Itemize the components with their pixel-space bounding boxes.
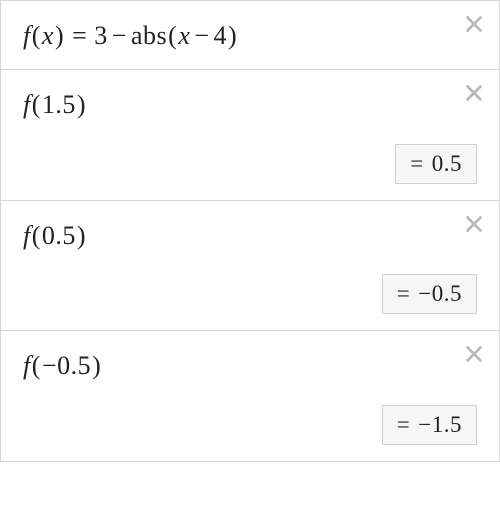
minus: − [108,21,131,50]
expression-row[interactable]: f(0.5) =−0.5 [1,201,499,332]
close-icon [463,213,485,235]
delete-row-button[interactable] [461,341,487,367]
fn-arg: x [42,21,54,50]
result-value: −0.5 [418,281,462,306]
result-equals: = [397,281,418,306]
expression-row[interactable]: f(1.5) =0.5 [1,70,499,201]
expression-input[interactable]: f(x) = 3−abs(x−4) [23,19,477,53]
fn-name: f [23,90,31,119]
expression-input[interactable]: f(0.5) [23,219,477,253]
abs-fn: abs [131,21,167,50]
fn-arg: 0.5 [42,221,76,250]
expression-row[interactable]: f(x) = 3−abs(x−4) [1,1,499,70]
delete-row-button[interactable] [461,11,487,37]
result-output[interactable]: =−0.5 [382,274,477,314]
result-wrap: =−1.5 [23,405,477,445]
result-wrap: =−0.5 [23,274,477,314]
delete-row-button[interactable] [461,211,487,237]
fn-name: f [23,21,31,50]
fn-arg: 1.5 [42,90,76,119]
abs-arg-b: 4 [214,21,228,50]
equals: = [72,21,87,50]
expression-input[interactable]: f(1.5) [23,88,477,122]
fn-name: f [23,221,31,250]
result-equals: = [397,412,418,437]
delete-row-button[interactable] [461,80,487,106]
expression-input[interactable]: f(−0.5) [23,349,477,383]
expression-row[interactable]: f(−0.5) =−1.5 [1,331,499,461]
abs-arg-a: x [178,21,190,50]
close-icon [463,82,485,104]
abs-minus: − [190,21,213,50]
result-output[interactable]: =−1.5 [382,405,477,445]
fn-name: f [23,351,31,380]
result-value: −1.5 [418,412,462,437]
result-wrap: =0.5 [23,144,477,184]
close-icon [463,13,485,35]
term-a: 3 [94,21,108,50]
result-value: 0.5 [432,151,462,176]
result-output[interactable]: =0.5 [395,144,477,184]
close-icon [463,343,485,365]
expression-list: f(x) = 3−abs(x−4) f(1.5) =0.5 [0,0,500,462]
result-equals: = [410,151,431,176]
fn-arg: −0.5 [42,351,91,380]
